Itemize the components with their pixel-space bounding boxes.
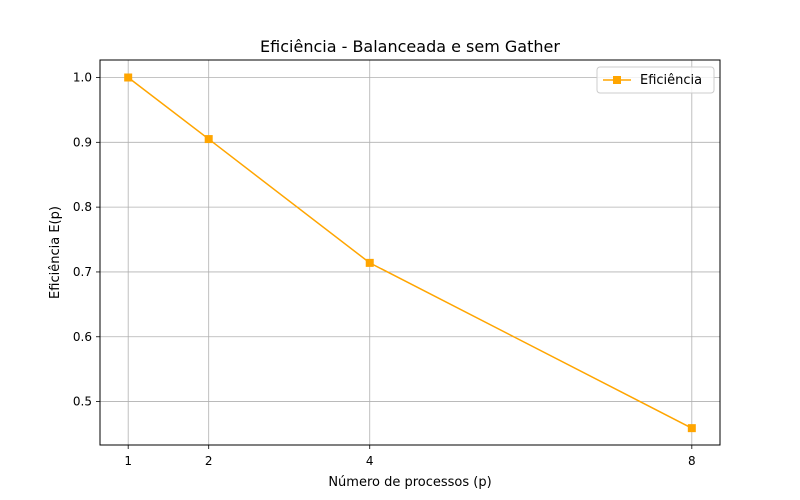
y-tick-label: 0.6 — [73, 330, 92, 344]
y-tick-label: 0.8 — [73, 200, 92, 214]
x-tick-label: 4 — [366, 454, 374, 468]
x-tick-label: 1 — [124, 454, 132, 468]
legend-label: Eficiência — [640, 73, 702, 88]
legend-marker-swatch — [613, 76, 621, 84]
y-axis-label: Eficiência E(p) — [48, 206, 63, 299]
grid — [100, 60, 720, 445]
data-point-marker — [687, 424, 696, 433]
plot-area-frame — [99, 59, 721, 446]
legend-box — [596, 66, 715, 94]
y-tick-label: 0.7 — [73, 265, 92, 279]
axis-ticks: 1 2 4 8 0.5 0.6 0.7 0.8 0.9 1.0 — [73, 71, 696, 469]
data-point-marker — [124, 73, 133, 82]
data-point-marker — [204, 135, 213, 144]
series-line — [127, 76, 693, 429]
data-point-marker — [365, 258, 374, 267]
y-tick-label: 0.9 — [73, 135, 92, 149]
chart-title: Eficiência - Balanceada e sem Gather — [260, 37, 560, 56]
y-tick-label: 0.5 — [73, 395, 92, 409]
legend: Eficiência — [596, 66, 715, 94]
series-layer — [124, 73, 696, 433]
y-tick-label: 1.0 — [73, 71, 92, 85]
x-tick-label: 2 — [205, 454, 213, 468]
x-tick-label: 8 — [688, 454, 696, 468]
x-axis-label: Número de processos (p) — [328, 475, 491, 490]
